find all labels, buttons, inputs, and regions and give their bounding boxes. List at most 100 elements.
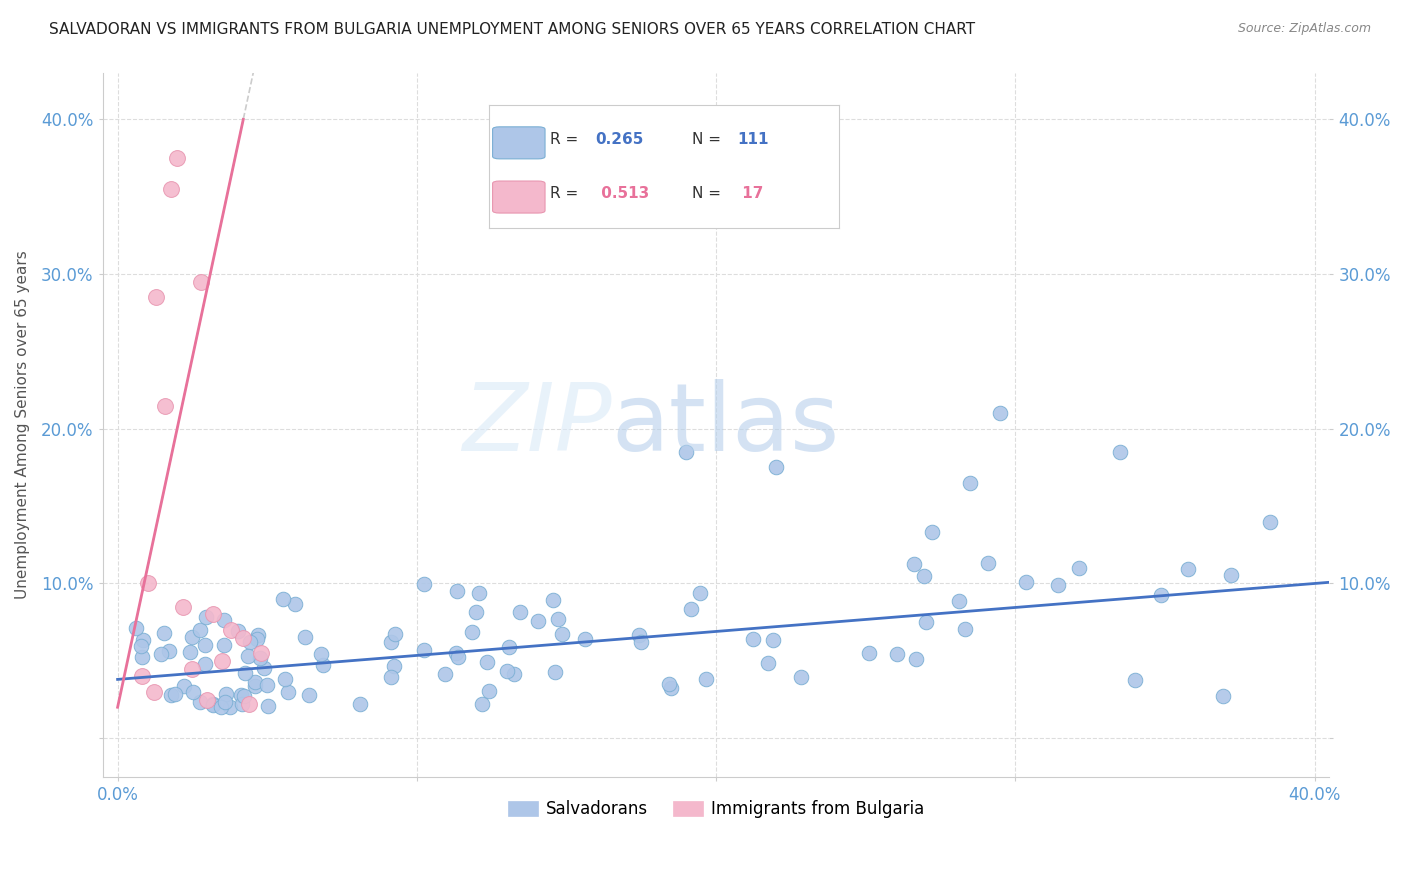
- Point: [574, 632, 596, 646]
- Point: [689, 586, 711, 600]
- Point: [380, 635, 402, 649]
- Point: [145, 290, 167, 304]
- Point: [152, 626, 174, 640]
- Point: [232, 689, 254, 703]
- Point: [125, 621, 148, 635]
- Point: [495, 664, 517, 678]
- Point: [309, 648, 332, 662]
- Point: [756, 656, 779, 670]
- Point: [627, 628, 650, 642]
- Point: [380, 670, 402, 684]
- Point: [235, 666, 257, 681]
- Point: [904, 652, 927, 666]
- Point: [249, 650, 271, 665]
- Point: [211, 654, 233, 668]
- Point: [1069, 560, 1091, 574]
- Point: [214, 695, 236, 709]
- Point: [243, 674, 266, 689]
- Point: [243, 680, 266, 694]
- Point: [477, 655, 499, 669]
- Text: ZIP: ZIP: [463, 379, 612, 470]
- Point: [236, 648, 259, 663]
- Text: atlas: atlas: [612, 379, 839, 471]
- Point: [1109, 445, 1132, 459]
- Point: [914, 615, 936, 629]
- Point: [953, 622, 976, 636]
- Point: [165, 687, 187, 701]
- Point: [541, 593, 564, 607]
- Text: SALVADORAN VS IMMIGRANTS FROM BULGARIA UNEMPLOYMENT AMONG SENIORS OVER 65 YEARS : SALVADORAN VS IMMIGRANTS FROM BULGARIA U…: [49, 22, 976, 37]
- Point: [238, 697, 260, 711]
- Point: [679, 602, 702, 616]
- Point: [136, 576, 159, 591]
- Point: [231, 697, 253, 711]
- Point: [471, 698, 494, 712]
- Point: [157, 644, 180, 658]
- Point: [239, 635, 262, 649]
- Point: [312, 657, 335, 672]
- Point: [959, 475, 981, 490]
- Point: [214, 687, 236, 701]
- Point: [551, 627, 574, 641]
- Point: [903, 557, 925, 571]
- Point: [160, 182, 183, 196]
- Point: [384, 627, 406, 641]
- Point: [194, 638, 217, 652]
- Point: [988, 406, 1011, 420]
- Point: [659, 681, 682, 696]
- Point: [547, 612, 569, 626]
- Point: [226, 624, 249, 638]
- Point: [188, 624, 211, 638]
- Point: [246, 627, 269, 641]
- Point: [858, 646, 880, 660]
- Point: [1258, 515, 1281, 529]
- Point: [297, 688, 319, 702]
- Point: [202, 607, 225, 622]
- Point: [413, 643, 436, 657]
- Point: [460, 624, 482, 639]
- Point: [478, 683, 501, 698]
- Point: [912, 569, 935, 583]
- Point: [190, 275, 212, 289]
- Point: [762, 633, 785, 648]
- Point: [142, 685, 165, 699]
- Point: [1046, 578, 1069, 592]
- Point: [509, 605, 531, 619]
- Y-axis label: Unemployment Among Seniors over 65 years: Unemployment Among Seniors over 65 years: [15, 251, 30, 599]
- Point: [232, 631, 254, 645]
- Point: [194, 657, 217, 672]
- Point: [948, 594, 970, 608]
- Point: [1219, 568, 1241, 582]
- Point: [180, 630, 202, 644]
- Point: [790, 670, 813, 684]
- Point: [675, 445, 697, 459]
- Point: [765, 460, 787, 475]
- Point: [1150, 588, 1173, 602]
- Point: [131, 650, 153, 665]
- Point: [246, 632, 269, 647]
- Point: [1177, 562, 1199, 576]
- Point: [256, 678, 278, 692]
- Point: [195, 692, 218, 706]
- Point: [294, 630, 316, 644]
- Point: [284, 598, 307, 612]
- Point: [131, 639, 153, 653]
- Point: [1212, 689, 1234, 703]
- Point: [977, 557, 1000, 571]
- Point: [271, 592, 294, 607]
- Point: [464, 605, 486, 619]
- Text: Source: ZipAtlas.com: Source: ZipAtlas.com: [1237, 22, 1371, 36]
- Point: [173, 679, 195, 693]
- Point: [468, 585, 491, 599]
- Point: [658, 677, 681, 691]
- Point: [132, 632, 155, 647]
- Point: [741, 632, 763, 646]
- Point: [412, 577, 434, 591]
- Point: [1015, 575, 1038, 590]
- Point: [195, 609, 218, 624]
- Point: [150, 647, 173, 661]
- Point: [630, 635, 652, 649]
- Legend: Salvadorans, Immigrants from Bulgaria: Salvadorans, Immigrants from Bulgaria: [501, 794, 931, 825]
- Point: [212, 638, 235, 652]
- Point: [253, 661, 276, 675]
